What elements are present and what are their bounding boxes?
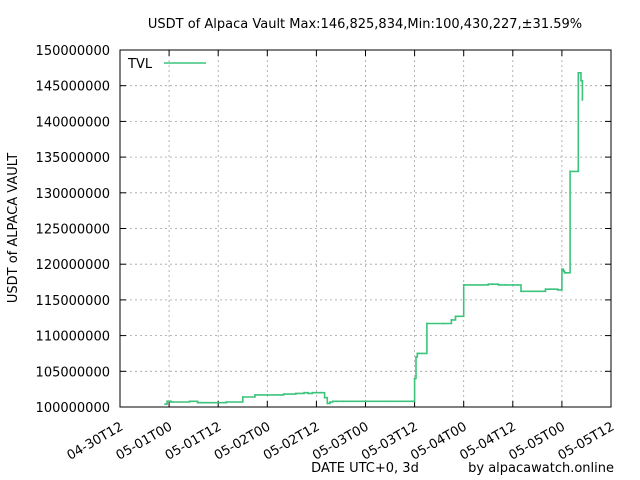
data-point xyxy=(336,400,338,403)
data-point xyxy=(450,319,453,321)
y-tick-label: 105000000 xyxy=(36,365,110,380)
chart-title: USDT of Alpaca Vault Max:146,825,834,Min… xyxy=(148,17,582,32)
data-point xyxy=(442,322,445,325)
data-point xyxy=(426,322,428,325)
y-tick-label: 110000000 xyxy=(36,330,110,345)
data-point xyxy=(331,400,334,403)
data-point xyxy=(580,79,582,82)
data-point xyxy=(282,393,285,395)
data-point xyxy=(577,71,580,74)
data-point xyxy=(196,401,199,404)
data-point xyxy=(454,315,457,318)
data-point xyxy=(569,170,571,173)
data-point xyxy=(413,377,416,380)
data-point xyxy=(164,403,166,405)
data-point xyxy=(303,391,305,394)
data-point xyxy=(503,284,506,286)
data-point xyxy=(415,356,417,358)
plot-series xyxy=(164,71,584,405)
x-tick-label: 05-05T12 xyxy=(556,419,617,463)
data-point xyxy=(205,401,207,404)
data-point xyxy=(329,401,331,403)
y-tick-label: 100000000 xyxy=(36,401,110,416)
data-point xyxy=(497,284,500,286)
data-point xyxy=(172,401,175,403)
data-point xyxy=(548,288,551,291)
data-point xyxy=(462,284,465,286)
y-tick-label: 120000000 xyxy=(36,258,110,273)
data-point xyxy=(511,284,514,286)
data-point xyxy=(266,394,269,396)
y-tick-label: 115000000 xyxy=(36,294,110,309)
y-axis-label: USDT of ALPACA VAULT xyxy=(6,153,21,303)
data-point xyxy=(565,271,567,274)
data-point xyxy=(188,400,191,403)
data-point xyxy=(342,400,344,403)
y-tick-label: 135000000 xyxy=(36,151,110,166)
y-tick-label: 130000000 xyxy=(36,187,110,202)
data-point xyxy=(254,394,256,396)
legend-label: TVL xyxy=(127,57,153,72)
data-point xyxy=(416,352,419,355)
y-tick-label: 145000000 xyxy=(36,80,110,95)
data-point xyxy=(241,396,244,398)
x-axis-label: DATE UTC+0, 3d xyxy=(311,461,419,476)
data-point xyxy=(389,400,391,403)
data-point xyxy=(563,271,566,274)
data-point xyxy=(170,401,173,403)
data-point xyxy=(364,400,367,403)
data-point xyxy=(319,391,322,394)
data-point xyxy=(295,392,297,395)
data-point xyxy=(561,268,563,271)
series-line-tvl xyxy=(165,72,584,405)
y-tick-label: 125000000 xyxy=(36,223,110,238)
data-point xyxy=(556,289,559,291)
data-point xyxy=(323,396,326,399)
gridlines xyxy=(120,50,611,407)
data-point xyxy=(491,283,494,286)
y-axis-ticks: 100000000 105000000 110000000 115000000 1200… xyxy=(36,44,611,416)
data-point xyxy=(225,401,228,403)
y-tick-label: 140000000 xyxy=(36,115,110,130)
data-point xyxy=(307,392,310,395)
data-point xyxy=(326,402,329,405)
data-point xyxy=(563,270,565,273)
data-point xyxy=(487,283,490,286)
data-point xyxy=(166,400,169,403)
y-tick-label: 150000000 xyxy=(36,44,110,59)
data-point xyxy=(417,352,420,355)
legend: TVL xyxy=(127,57,206,72)
plot-border xyxy=(119,49,612,408)
data-point xyxy=(311,391,314,394)
data-point xyxy=(544,288,547,291)
credit-text: by alpacawatch.online xyxy=(468,461,614,476)
data-point xyxy=(520,290,522,293)
data-point xyxy=(581,99,584,101)
